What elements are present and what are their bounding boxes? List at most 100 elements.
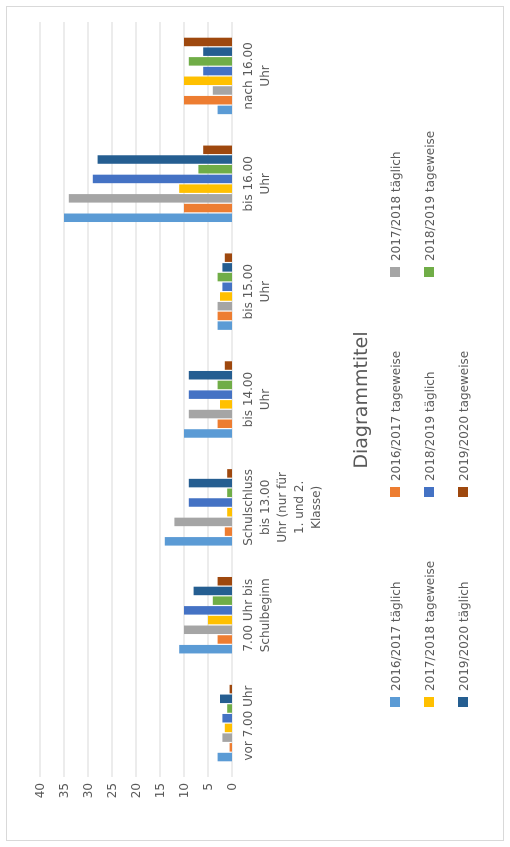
category-label: bis 14.00 Uhr xyxy=(241,372,272,427)
bar xyxy=(217,272,233,282)
category-label-line: Schulschluss xyxy=(241,469,255,546)
bar xyxy=(224,253,233,262)
y-tick-label: 10 xyxy=(177,783,191,798)
bar xyxy=(217,105,233,115)
y-tick-label: 15 xyxy=(153,783,167,798)
y-tick-label: 5 xyxy=(201,783,215,791)
bar xyxy=(217,419,233,429)
bar xyxy=(217,321,233,330)
gridlines xyxy=(39,22,233,777)
legend-swatch xyxy=(390,487,400,497)
legend-label: 2018/2019 täglich xyxy=(423,372,437,481)
category-label: vor 7.00 Uhr xyxy=(241,685,255,760)
bar xyxy=(220,292,232,301)
bar xyxy=(217,635,233,644)
y-tick-label: 30 xyxy=(81,783,95,798)
category-label-line: bis 16.00 xyxy=(241,156,255,211)
category-label-line: bis 15.00 xyxy=(241,264,255,319)
bar xyxy=(208,615,232,625)
bar xyxy=(184,95,232,105)
bar xyxy=(188,370,233,380)
legend-swatch xyxy=(424,697,434,707)
bar xyxy=(229,743,233,752)
category-label-line: Uhr xyxy=(258,65,272,86)
bar xyxy=(92,174,232,184)
bar xyxy=(203,66,232,76)
category-label: Schulschluss bis 13.00 Uhr (nur für 1. und … xyxy=(241,469,323,546)
legend-label: 2017/2018 tageweise xyxy=(423,561,437,691)
y-tick-label: 40 xyxy=(33,783,47,798)
bar xyxy=(220,694,232,704)
bar xyxy=(188,409,233,419)
bar xyxy=(188,57,233,66)
bar xyxy=(188,390,233,399)
legend: 2016/2017 täglich 2016/2017 tageweise 2017… xyxy=(389,131,471,707)
category-label-line: Uhr xyxy=(258,281,272,302)
bars xyxy=(64,37,233,762)
y-tick-label: 35 xyxy=(57,783,71,798)
legend-swatch xyxy=(424,487,434,497)
bar xyxy=(217,380,233,390)
category-label-line: 7.00 Uhr bis xyxy=(241,579,255,652)
legend-swatch xyxy=(458,487,468,497)
bar xyxy=(217,752,233,762)
legend-label: 2017/2018 täglich xyxy=(389,152,403,261)
bar xyxy=(212,596,233,605)
y-tick-label: 20 xyxy=(129,783,143,798)
y-tick-label: 0 xyxy=(225,783,239,791)
category-label: bis 15.00 Uhr xyxy=(241,264,272,319)
legend-swatch xyxy=(390,267,400,277)
legend-swatch xyxy=(458,697,468,707)
bar xyxy=(97,155,232,164)
chart-area xyxy=(6,6,504,841)
bar xyxy=(212,86,233,95)
legend-swatch xyxy=(424,267,434,277)
bar xyxy=(203,47,232,56)
category-label-line: bis 13.00 xyxy=(258,480,272,535)
bar xyxy=(217,576,233,586)
category-label: nach 16.00 Uhr xyxy=(241,42,272,109)
legend-label: 2016/2017 tageweise xyxy=(389,351,403,481)
chart-title: Diagrammtitel xyxy=(350,331,372,468)
bar xyxy=(184,429,232,438)
bar xyxy=(222,263,232,272)
bar xyxy=(68,194,232,203)
category-label-line: bis 14.00 xyxy=(241,372,255,427)
category-labels: vor 7.00 Uhr 7.00 Uhr bis Schulbeginn Schul… xyxy=(241,42,323,760)
legend-swatch xyxy=(390,697,400,707)
legend-label: 2019/2020 täglich xyxy=(457,582,471,691)
bar xyxy=(227,704,232,713)
bar xyxy=(224,527,233,536)
category-label-line: vor 7.00 Uhr xyxy=(241,685,255,760)
bar xyxy=(164,537,232,546)
legend-label: 2018/2019 tageweise xyxy=(423,131,437,261)
bar xyxy=(227,469,232,478)
bar xyxy=(179,184,232,193)
category-label-line: Klasse) xyxy=(309,486,323,529)
bar xyxy=(222,713,232,723)
category-label-line: Uhr xyxy=(258,173,272,194)
bar xyxy=(224,361,233,370)
bar xyxy=(179,644,232,654)
category-label-line: Uhr (nur für xyxy=(275,472,289,543)
bar xyxy=(227,488,232,498)
bar xyxy=(193,586,233,596)
bar xyxy=(184,203,232,213)
bar xyxy=(188,478,233,488)
category-label-line: Schulbeginn xyxy=(258,578,272,652)
bar xyxy=(198,164,232,174)
bar xyxy=(184,606,232,615)
bar xyxy=(184,76,232,86)
bar xyxy=(203,145,232,155)
bar xyxy=(222,282,232,292)
bar xyxy=(217,301,233,311)
bar xyxy=(227,507,232,517)
bar xyxy=(64,213,232,223)
bar xyxy=(174,517,232,527)
category-label-line: 1. und 2. xyxy=(292,481,306,534)
bar xyxy=(184,37,232,47)
category-label-line: Uhr xyxy=(258,389,272,410)
bar xyxy=(222,733,232,742)
y-tick-labels: 0 5 10 15 20 25 30 35 40 xyxy=(33,783,239,798)
